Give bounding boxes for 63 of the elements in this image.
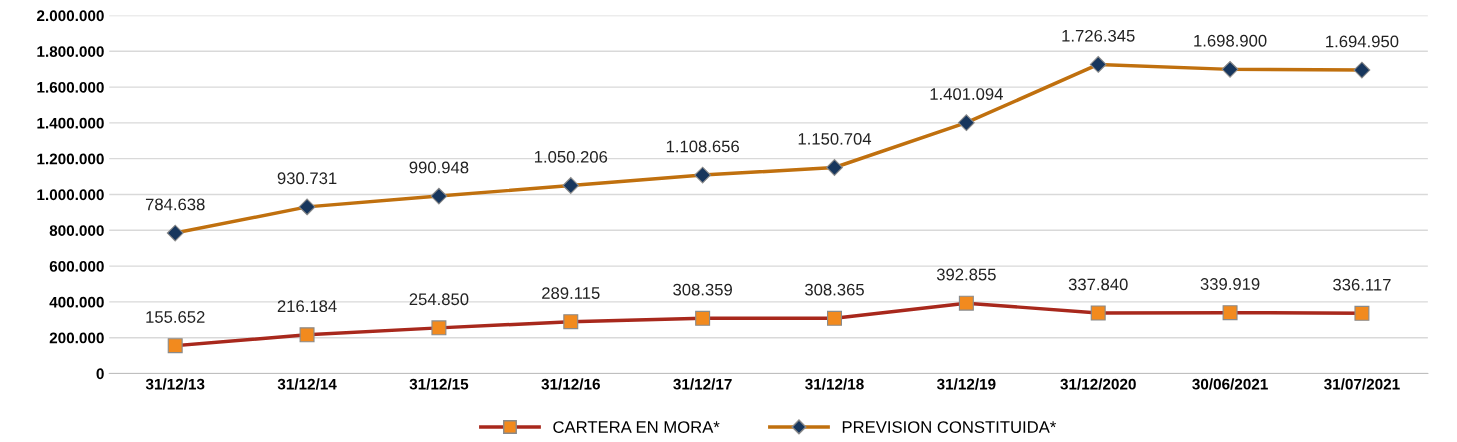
point <box>298 198 316 216</box>
data-label: 990.948 <box>409 161 469 174</box>
data-label: 254.850 <box>409 293 469 306</box>
x-tick-label: 31/12/19 <box>936 378 996 390</box>
data-label: 289.115 <box>542 287 600 299</box>
data-label: 1.726.345 <box>1062 29 1135 42</box>
y-tick-label: 1.400.000 <box>37 117 104 129</box>
point <box>430 187 448 205</box>
data-label: 1.694.950 <box>1326 35 1399 48</box>
y-tick-label: 1.200.000 <box>37 153 104 165</box>
data-label: 155.652 <box>146 311 205 323</box>
data-label: 336.117 <box>1333 278 1391 291</box>
point <box>431 320 447 336</box>
y-tick-label: 1.800.000 <box>37 46 104 57</box>
point <box>1222 305 1238 321</box>
y-tick-label: 2.000.000 <box>36 10 104 22</box>
point <box>958 295 974 311</box>
point <box>1090 305 1106 321</box>
y-tick-label: 1.000.000 <box>37 189 104 201</box>
point <box>1353 61 1371 79</box>
y-tick-label: 600.000 <box>49 260 104 272</box>
point <box>166 224 184 242</box>
x-tick-label: 31/12/13 <box>145 378 205 390</box>
x-tick-label: 31/12/17 <box>673 378 732 390</box>
y-tick-label: 0 <box>96 368 104 380</box>
data-label: 216.184 <box>277 300 337 313</box>
point <box>957 114 975 132</box>
point <box>826 310 842 326</box>
legend-label: CARTERA EN MORA* <box>553 421 720 433</box>
data-label: 337.840 <box>1068 278 1128 291</box>
x-tick-label: 31/12/2020 <box>1060 378 1136 390</box>
x-tick-label: 31/12/15 <box>409 378 469 390</box>
legend-label: PREVISION CONSTITUIDA* <box>842 421 1057 433</box>
x-tick-label: 31/12/18 <box>805 378 864 390</box>
data-label: 339.919 <box>1200 278 1260 290</box>
point <box>1221 60 1239 78</box>
data-label: 1.150.704 <box>798 132 872 145</box>
data-label: 308.359 <box>673 283 732 296</box>
data-label: 930.731 <box>277 172 337 185</box>
point <box>563 314 579 330</box>
data-label: 1.401.094 <box>930 88 1003 100</box>
point <box>826 159 843 176</box>
y-tick-label: 400.000 <box>49 296 104 308</box>
x-tick-label: 31/12/14 <box>277 378 337 390</box>
y-tick-label: 800.000 <box>49 225 104 236</box>
point <box>694 166 712 184</box>
point <box>1089 56 1107 73</box>
data-label: 1.108.656 <box>666 140 739 153</box>
point <box>562 177 580 194</box>
data-label: 1.698.900 <box>1194 34 1267 47</box>
x-tick-label: 30/06/2021 <box>1192 378 1268 390</box>
data-label: 784.638 <box>145 198 205 211</box>
data-label: 308.365 <box>805 283 864 296</box>
point <box>1354 305 1370 321</box>
data-label: 1.050.206 <box>534 150 608 163</box>
point <box>695 310 711 326</box>
point <box>299 327 315 343</box>
x-tick-label: 31/12/16 <box>541 378 600 390</box>
y-tick-label: 1.600.000 <box>37 81 104 93</box>
y-tick-label: 200.000 <box>49 332 104 344</box>
data-label: 392.855 <box>936 268 996 281</box>
point <box>167 338 183 354</box>
x-tick-label: 31/07/2021 <box>1324 378 1400 390</box>
